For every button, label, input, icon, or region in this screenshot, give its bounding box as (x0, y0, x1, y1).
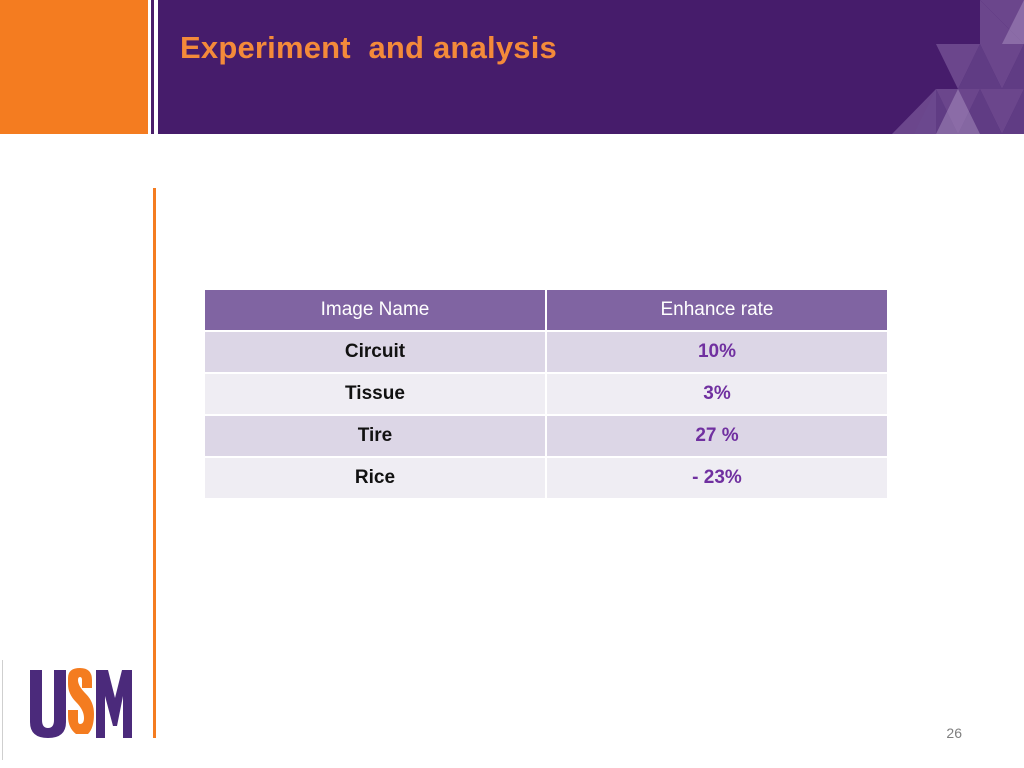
usm-logo-icon (30, 668, 132, 738)
image-name-cell: Circuit (205, 332, 545, 374)
table-row: Circuit 10% (205, 332, 887, 374)
image-name-cell: Rice (205, 458, 545, 500)
header-divider (148, 0, 158, 134)
logo-divider (2, 660, 3, 760)
image-name-cell: Tire (205, 416, 545, 458)
enhance-rate-cell: - 23% (544, 458, 887, 500)
page-number: 26 (946, 725, 962, 741)
table-row: Tire 27 % (205, 416, 887, 458)
header-image-name: Image Name (205, 290, 545, 332)
vertical-divider (153, 188, 156, 738)
table-header-row: Image Name Enhance rate (205, 290, 887, 332)
slide-title: Experiment and analysis (180, 30, 557, 65)
enhance-rate-cell: 3% (544, 374, 887, 416)
enhance-rate-cell: 27 % (544, 416, 887, 458)
header-band (158, 0, 1024, 134)
results-table: Image Name Enhance rate Circuit 10% Tiss… (205, 290, 887, 500)
table-row: Rice - 23% (205, 458, 887, 500)
image-name-cell: Tissue (205, 374, 545, 416)
header-orange-block (0, 0, 148, 134)
header-enhance-rate: Enhance rate (544, 290, 887, 332)
table-row: Tissue 3% (205, 374, 887, 416)
enhance-rate-cell: 10% (544, 332, 887, 374)
triangle-pattern-icon (892, 0, 1024, 134)
